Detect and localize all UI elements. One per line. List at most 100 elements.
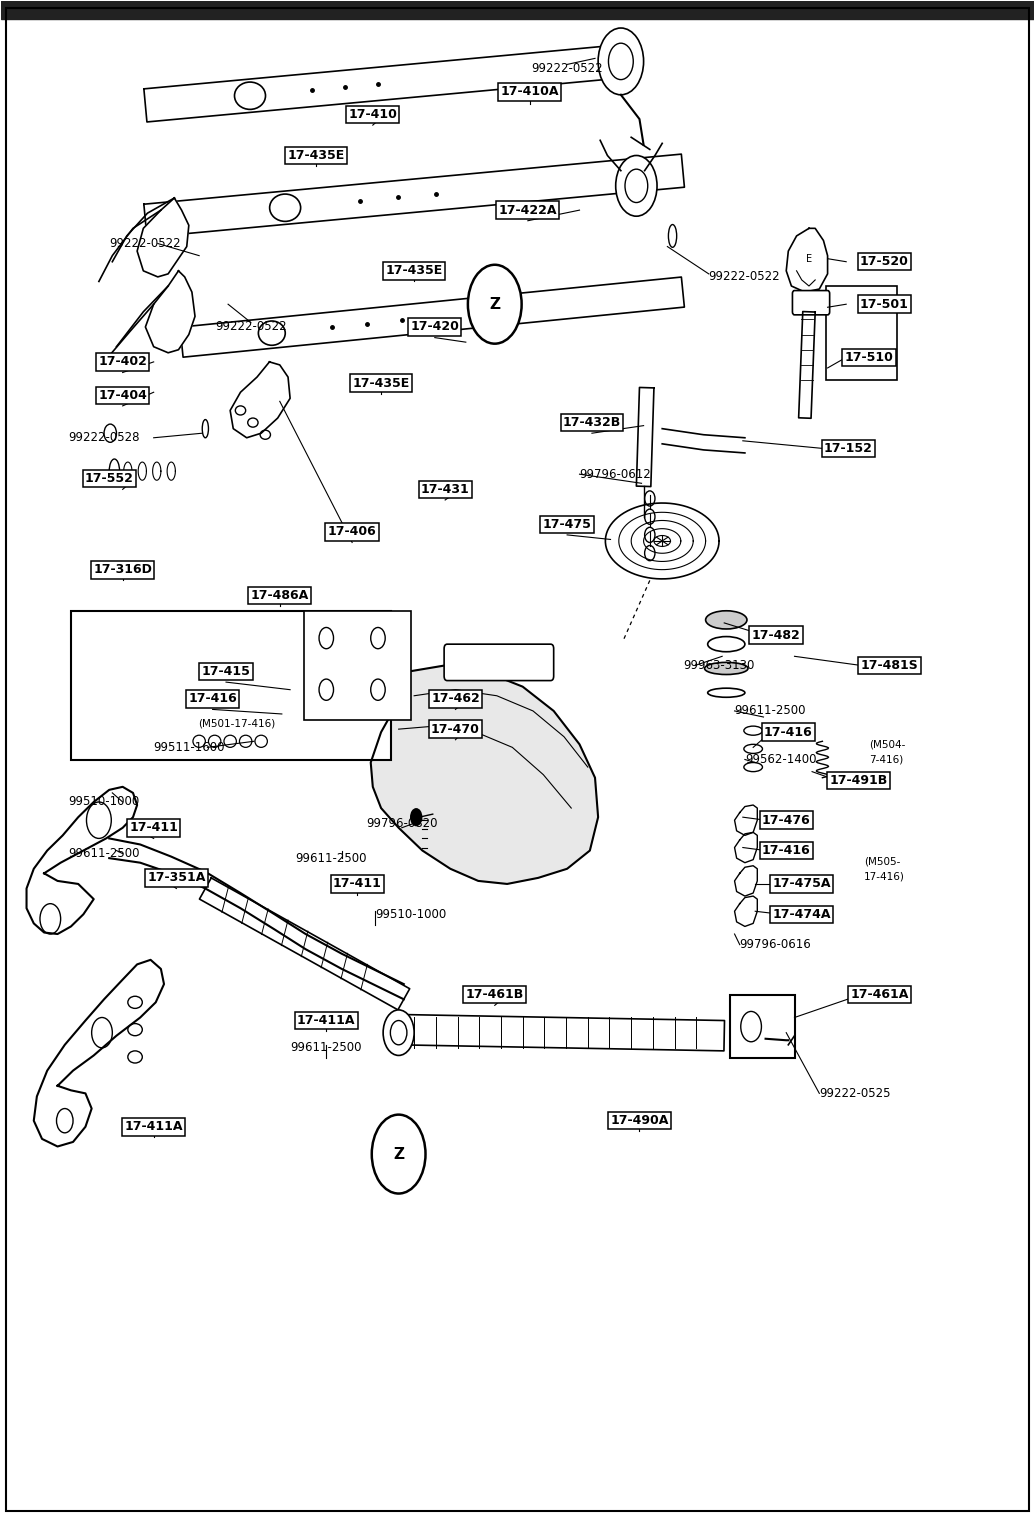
Polygon shape [180, 276, 684, 357]
Text: 17-316D: 17-316D [93, 564, 152, 576]
Text: 17-411: 17-411 [129, 822, 178, 834]
Text: 17-422A: 17-422A [499, 204, 557, 217]
Polygon shape [144, 46, 622, 122]
Text: 99511-1600: 99511-1600 [153, 741, 226, 753]
Ellipse shape [708, 688, 745, 697]
Text: 17-510: 17-510 [845, 351, 893, 365]
Text: 17-404: 17-404 [98, 389, 147, 401]
Text: Z: Z [393, 1147, 404, 1162]
Text: 99562-1400: 99562-1400 [745, 753, 817, 766]
Text: 17-416): 17-416) [864, 872, 905, 881]
Polygon shape [735, 805, 758, 835]
Polygon shape [27, 787, 137, 934]
Ellipse shape [110, 459, 120, 483]
Text: 99222-0522: 99222-0522 [531, 62, 603, 76]
FancyBboxPatch shape [71, 611, 391, 760]
Ellipse shape [202, 419, 208, 437]
FancyBboxPatch shape [731, 995, 795, 1059]
Text: 17-435E: 17-435E [288, 149, 345, 163]
Ellipse shape [669, 225, 677, 248]
Text: 17-351A: 17-351A [147, 872, 206, 884]
Text: 17-431: 17-431 [421, 483, 470, 495]
Text: (M505-: (M505- [864, 857, 900, 866]
Polygon shape [200, 878, 410, 1010]
Text: 17-416: 17-416 [188, 693, 237, 705]
Text: 99611-2500: 99611-2500 [291, 1042, 362, 1054]
Text: 17-410: 17-410 [349, 108, 397, 122]
Text: 17-432B: 17-432B [563, 416, 621, 428]
Polygon shape [34, 960, 164, 1147]
Text: 99796-0612: 99796-0612 [580, 468, 651, 480]
Text: 17-461A: 17-461A [850, 989, 909, 1001]
Circle shape [372, 1115, 425, 1194]
Text: 17-490A: 17-490A [611, 1115, 669, 1127]
Text: 7-416): 7-416) [869, 755, 904, 764]
Text: 17-152: 17-152 [824, 442, 873, 454]
Text: 17-474A: 17-474A [772, 908, 831, 921]
Text: 17-411: 17-411 [333, 878, 382, 890]
Polygon shape [735, 832, 758, 863]
Text: 17-435E: 17-435E [385, 264, 443, 278]
FancyBboxPatch shape [303, 611, 411, 720]
Text: 99611-2500: 99611-2500 [68, 848, 140, 860]
Text: 17-402: 17-402 [98, 355, 147, 369]
Polygon shape [398, 1015, 724, 1051]
Text: 17-475A: 17-475A [772, 878, 831, 890]
Text: 17-520: 17-520 [860, 255, 909, 269]
Text: 17-462: 17-462 [432, 693, 480, 705]
Text: 17-501: 17-501 [860, 298, 909, 311]
Text: (M501-17-416): (M501-17-416) [198, 718, 275, 728]
Ellipse shape [708, 636, 745, 652]
Polygon shape [1, 0, 1034, 18]
Polygon shape [637, 387, 654, 486]
Text: 17-410A: 17-410A [501, 85, 559, 99]
Polygon shape [371, 665, 598, 884]
Polygon shape [787, 228, 828, 292]
Polygon shape [144, 153, 684, 237]
Text: 99796-0616: 99796-0616 [740, 939, 811, 951]
Text: 17-470: 17-470 [431, 723, 480, 735]
Text: 17-461B: 17-461B [466, 989, 524, 1001]
Polygon shape [605, 503, 719, 579]
Polygon shape [735, 896, 758, 927]
Text: 17-481S: 17-481S [861, 659, 918, 671]
Circle shape [598, 27, 644, 94]
Text: E: E [806, 254, 812, 264]
Polygon shape [145, 270, 195, 352]
Text: 99222-0522: 99222-0522 [110, 237, 181, 251]
Ellipse shape [706, 611, 747, 629]
Text: 99963-3130: 99963-3130 [683, 659, 755, 671]
Ellipse shape [705, 662, 748, 674]
Text: 99222-0522: 99222-0522 [215, 321, 287, 334]
Text: 17-415: 17-415 [202, 665, 250, 677]
Polygon shape [230, 362, 290, 437]
Text: 99796-0820: 99796-0820 [366, 817, 438, 829]
Circle shape [616, 155, 657, 216]
Text: 99611-2500: 99611-2500 [735, 705, 806, 717]
Text: 99222-0522: 99222-0522 [709, 270, 780, 284]
Polygon shape [799, 311, 816, 418]
Text: Z: Z [490, 296, 500, 311]
Text: 99222-0528: 99222-0528 [68, 431, 140, 444]
Text: 99510-1000: 99510-1000 [375, 908, 446, 921]
Text: 17-420: 17-420 [410, 321, 460, 334]
Text: 17-475: 17-475 [542, 518, 592, 530]
Circle shape [410, 808, 422, 826]
Text: (M504-: (M504- [869, 740, 906, 749]
Text: 17-486A: 17-486A [250, 589, 308, 602]
Text: 17-552: 17-552 [85, 472, 134, 485]
FancyBboxPatch shape [793, 290, 830, 314]
Text: 17-416: 17-416 [764, 726, 812, 738]
Text: 17-411A: 17-411A [124, 1120, 183, 1133]
Text: 99510-1000: 99510-1000 [68, 796, 139, 808]
Polygon shape [137, 197, 188, 276]
Text: 17-482: 17-482 [751, 629, 800, 641]
Circle shape [383, 1010, 414, 1056]
Text: 17-406: 17-406 [328, 526, 377, 538]
Polygon shape [735, 866, 758, 896]
Text: 17-416: 17-416 [762, 845, 810, 857]
FancyBboxPatch shape [826, 286, 897, 380]
FancyBboxPatch shape [444, 644, 554, 681]
Circle shape [468, 264, 522, 343]
Text: 17-491B: 17-491B [829, 775, 888, 787]
